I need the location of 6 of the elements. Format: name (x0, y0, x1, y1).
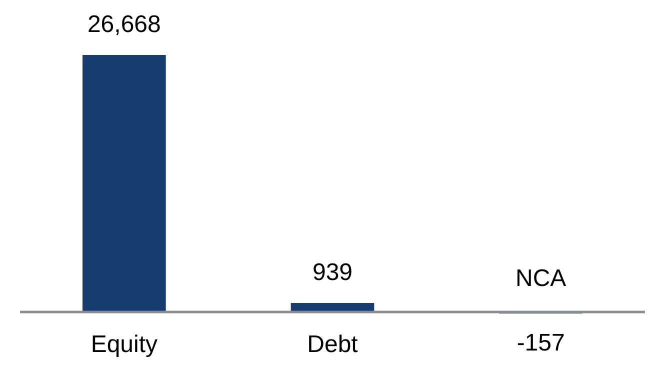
data-label: 26,668 (87, 10, 161, 38)
x-tick-label: NCA (515, 265, 566, 292)
data-label: -157 (516, 330, 565, 357)
x-tick-label: Debt (307, 331, 358, 358)
data-label: 939 (312, 258, 353, 286)
x-tick-label: Equity (90, 331, 158, 358)
